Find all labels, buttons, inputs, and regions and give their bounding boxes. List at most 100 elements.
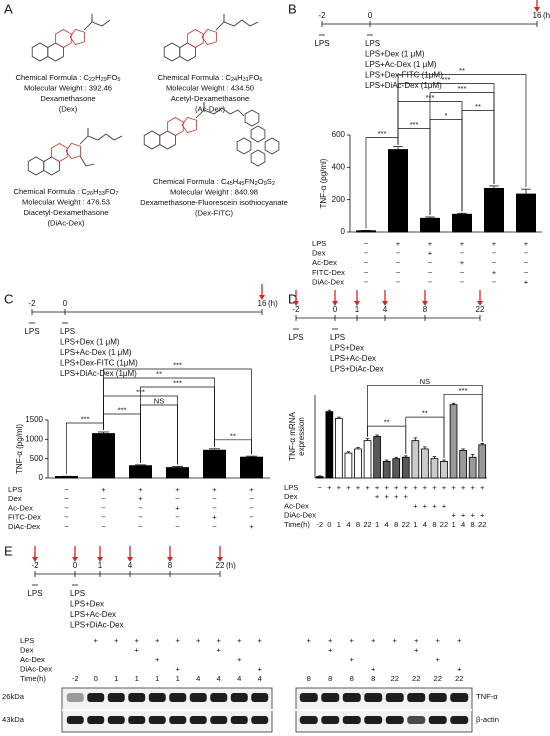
arrow-head — [382, 301, 388, 306]
compound-abbrev: (Dex-FITC) — [195, 209, 233, 218]
condition-mark: + — [436, 636, 441, 645]
bar — [421, 448, 429, 479]
treatment: LPS — [365, 39, 380, 48]
condition-mark: + — [492, 239, 497, 248]
condition-mark: − — [396, 249, 401, 258]
y-axis-label: TNF-α (pg/ml) — [319, 158, 328, 208]
condition-mark: + — [393, 636, 398, 645]
condition-mark: − — [175, 494, 180, 503]
condition-name: LPS — [312, 239, 326, 248]
condition-mark: 22 — [478, 520, 486, 529]
y-tick-label: 1500 — [25, 415, 43, 424]
condition-mark: + — [350, 636, 355, 645]
structure — [27, 128, 123, 176]
bar — [55, 476, 79, 479]
bar — [239, 456, 263, 479]
bar — [325, 411, 334, 479]
ring — [187, 29, 204, 48]
bar — [516, 193, 537, 233]
condition-mark: + — [138, 485, 143, 494]
condition-mark: − — [364, 249, 369, 258]
y-axis-label: TNF-α (pg/ml) — [15, 424, 24, 474]
bar — [419, 217, 440, 233]
condition-name: Dex — [8, 494, 22, 503]
condition-mark: + — [217, 646, 222, 655]
treatment: LPS+Dex-FITC (1μM) — [365, 71, 443, 80]
condition-name: DiAc-Dex — [284, 511, 316, 520]
band — [210, 693, 228, 702]
timeline-unit: (h) — [268, 299, 278, 308]
condition-mark: -2 — [316, 520, 323, 529]
band — [87, 716, 105, 724]
ring — [143, 130, 161, 150]
condition-mark: 4 — [461, 520, 465, 529]
bar — [483, 187, 504, 233]
condition-mark: + — [155, 655, 160, 664]
band — [66, 693, 84, 702]
linker — [221, 107, 245, 117]
band — [107, 693, 125, 702]
condition-name: LPS — [284, 483, 298, 492]
ring — [31, 42, 49, 62]
condition-mark: + — [394, 483, 399, 492]
significance: ** — [475, 102, 481, 111]
y-axis-label: TNF-α mRNA — [288, 412, 297, 461]
condition-mark: − — [364, 258, 369, 267]
bar — [478, 444, 487, 479]
compound-formula: Chemical Formula : C26H33FO7 — [13, 187, 118, 197]
timeline-label: 1 — [98, 561, 103, 570]
significance: *** — [442, 75, 451, 84]
condition-mark: − — [460, 277, 465, 286]
condition-mark: + — [371, 665, 376, 674]
condition-mark: + — [428, 239, 433, 248]
compound-weight: Molecular Weight : 476.53 — [22, 198, 110, 207]
bar — [165, 467, 189, 479]
arrow-head — [167, 557, 173, 562]
ring — [236, 137, 252, 155]
compound-abbrev: (DiAc-Dex) — [47, 219, 85, 228]
condition-mark: + — [375, 492, 380, 501]
bar — [335, 418, 343, 479]
timeline-label: 0 — [333, 305, 338, 314]
band — [364, 693, 383, 702]
timeline-first: LPS — [288, 333, 303, 342]
bar — [128, 465, 152, 479]
band — [128, 716, 146, 724]
condition-name: Ac-Dex — [20, 655, 45, 664]
condition-mark: + — [217, 636, 222, 645]
condition-mark: − — [64, 503, 69, 512]
ring — [51, 143, 68, 162]
condition-mark: − — [64, 522, 69, 531]
condition-mark: + — [404, 483, 409, 492]
bar — [401, 456, 410, 479]
significance: * — [445, 111, 448, 120]
condition-mark: + — [524, 277, 529, 286]
bracket — [140, 404, 178, 465]
bar — [344, 452, 353, 479]
condition-mark: − — [138, 513, 143, 522]
condition-mark: 22 — [391, 674, 399, 683]
band — [299, 716, 318, 724]
condition-mark: + — [307, 636, 312, 645]
condition-mark: + — [258, 665, 263, 674]
condition-mark: − — [101, 503, 106, 512]
band — [148, 693, 166, 702]
bracket — [429, 119, 463, 215]
treatment: LPS+Dex (1 μM) — [365, 50, 425, 59]
timeline-label: 8 — [423, 305, 428, 314]
condition-mark: + — [138, 494, 143, 503]
condition-mark: − — [249, 513, 254, 522]
bracket — [397, 83, 495, 184]
band — [189, 716, 207, 724]
condition-mark: − — [396, 258, 401, 267]
condition-mark: + — [423, 483, 428, 492]
marker-label: 43kDa — [2, 715, 25, 724]
ring — [55, 29, 72, 48]
condition-mark: + — [457, 665, 462, 674]
condition-mark: + — [249, 522, 254, 531]
condition-mark: + — [135, 646, 140, 655]
timeline-label: 22 — [216, 561, 225, 570]
compound-formula: Chemical Formula : C24H31FO6 — [157, 73, 262, 83]
ester — [79, 155, 95, 167]
timeline-label: 4 — [128, 561, 133, 570]
